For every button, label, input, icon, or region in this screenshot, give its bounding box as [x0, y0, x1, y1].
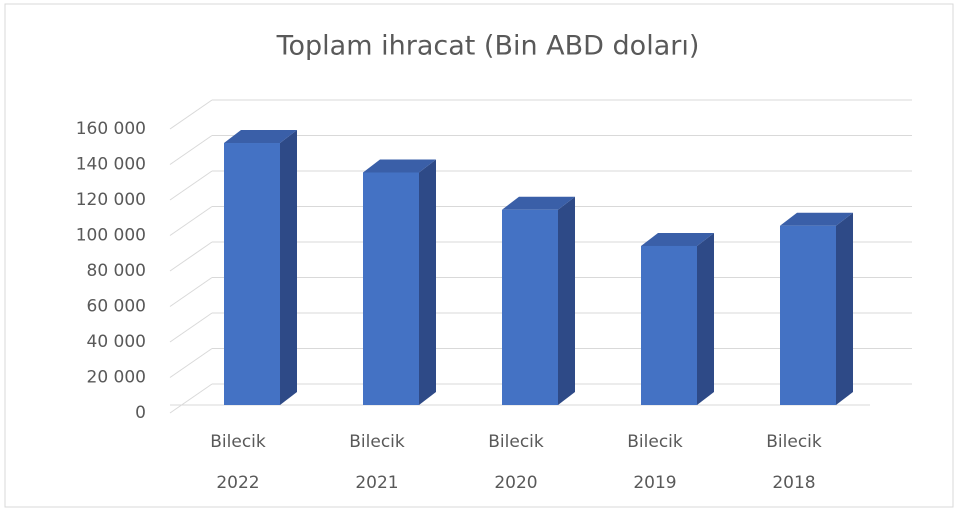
bar-top: [502, 196, 575, 210]
grid-line: [169, 348, 213, 378]
bar: [780, 212, 853, 405]
x-tick-label: 2022: [216, 473, 259, 493]
grid-line: [169, 206, 213, 236]
y-tick-label: 0: [135, 403, 146, 423]
bar-side: [419, 159, 436, 405]
bar-front: [780, 225, 836, 405]
bar-top: [780, 212, 853, 226]
bar-top: [363, 159, 436, 173]
y-tick-label: 100 000: [76, 226, 146, 246]
x-tick-label: Bilecik: [349, 432, 405, 452]
bar-side: [697, 232, 714, 405]
bar-side: [280, 130, 297, 405]
bar-top: [641, 232, 714, 246]
bar-front: [502, 209, 558, 405]
y-tick-label: 140 000: [76, 155, 146, 175]
bar: [641, 232, 714, 405]
x-tick-label: Bilecik: [488, 432, 544, 452]
grid-line: [169, 135, 213, 165]
bar: [502, 196, 575, 405]
bar-side: [558, 196, 575, 405]
x-tick-label: Bilecik: [210, 432, 266, 452]
bar: [224, 130, 297, 405]
x-tick-label: Bilecik: [627, 432, 683, 452]
grid-line: [169, 312, 213, 343]
bar-front: [641, 245, 697, 405]
x-tick-label: Bilecik: [766, 432, 822, 452]
grid-line: [169, 383, 213, 414]
bar-top: [224, 130, 297, 144]
y-tick-label: 60 000: [87, 297, 146, 317]
grid-line: [169, 170, 213, 201]
y-tick-label: 40 000: [87, 332, 146, 352]
grid-line: [169, 241, 213, 272]
x-tick-label: 2020: [494, 473, 537, 493]
bar-front: [363, 172, 419, 405]
y-tick-label: 80 000: [87, 261, 146, 281]
grid-line: [169, 99, 213, 130]
x-tick-label: 2018: [772, 473, 815, 493]
grid-line: [169, 277, 213, 307]
y-tick-label: 160 000: [76, 119, 146, 139]
bar-front: [224, 143, 280, 405]
y-tick-label: 20 000: [87, 368, 146, 388]
y-tick-label: 120 000: [76, 190, 146, 210]
bar: [363, 159, 436, 405]
bar-side: [836, 212, 853, 405]
chart-title: Toplam ihracat (Bin ABD doları): [276, 31, 700, 62]
x-tick-label: 2021: [355, 473, 398, 493]
x-tick-label: 2019: [633, 473, 676, 493]
